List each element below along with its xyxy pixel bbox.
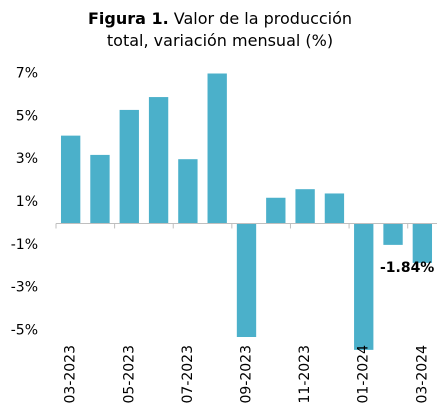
chart-title-label: Figura 1. xyxy=(87,9,169,28)
bar xyxy=(266,197,286,224)
x-tick-label: 01-2024 xyxy=(356,345,372,404)
x-tick-label: 03-2023 xyxy=(63,345,79,404)
chart-title-block: Figura 1. Valor de la producción total, … xyxy=(70,8,370,52)
y-tick-label: 3% xyxy=(16,151,38,167)
x-tick-label: 07-2023 xyxy=(180,345,196,404)
bar xyxy=(178,159,198,224)
bar xyxy=(207,73,227,224)
bar xyxy=(383,223,403,245)
bar xyxy=(295,189,315,224)
bar xyxy=(148,97,169,224)
chart-title: Valor de la producción total, variación … xyxy=(106,9,353,50)
bar xyxy=(60,135,81,224)
x-tick-label: 09-2023 xyxy=(239,345,255,404)
x-tick-label: 11-2023 xyxy=(297,345,313,404)
y-tick-label: 7% xyxy=(16,66,38,82)
y-tick-label: -3% xyxy=(11,280,38,296)
bar xyxy=(412,223,433,263)
data-label: -1.84% xyxy=(380,260,434,276)
y-tick-label: 1% xyxy=(16,194,38,210)
y-tick-label: -5% xyxy=(11,323,38,339)
y-tick-label: 5% xyxy=(16,108,38,124)
bar xyxy=(90,154,110,224)
bar xyxy=(119,109,139,224)
x-tick-label: 03-2024 xyxy=(414,345,430,404)
bar xyxy=(324,193,345,224)
y-tick-label: -1% xyxy=(11,237,38,253)
bar xyxy=(236,223,257,338)
bar xyxy=(354,223,374,350)
x-tick-label: 05-2023 xyxy=(121,345,137,404)
